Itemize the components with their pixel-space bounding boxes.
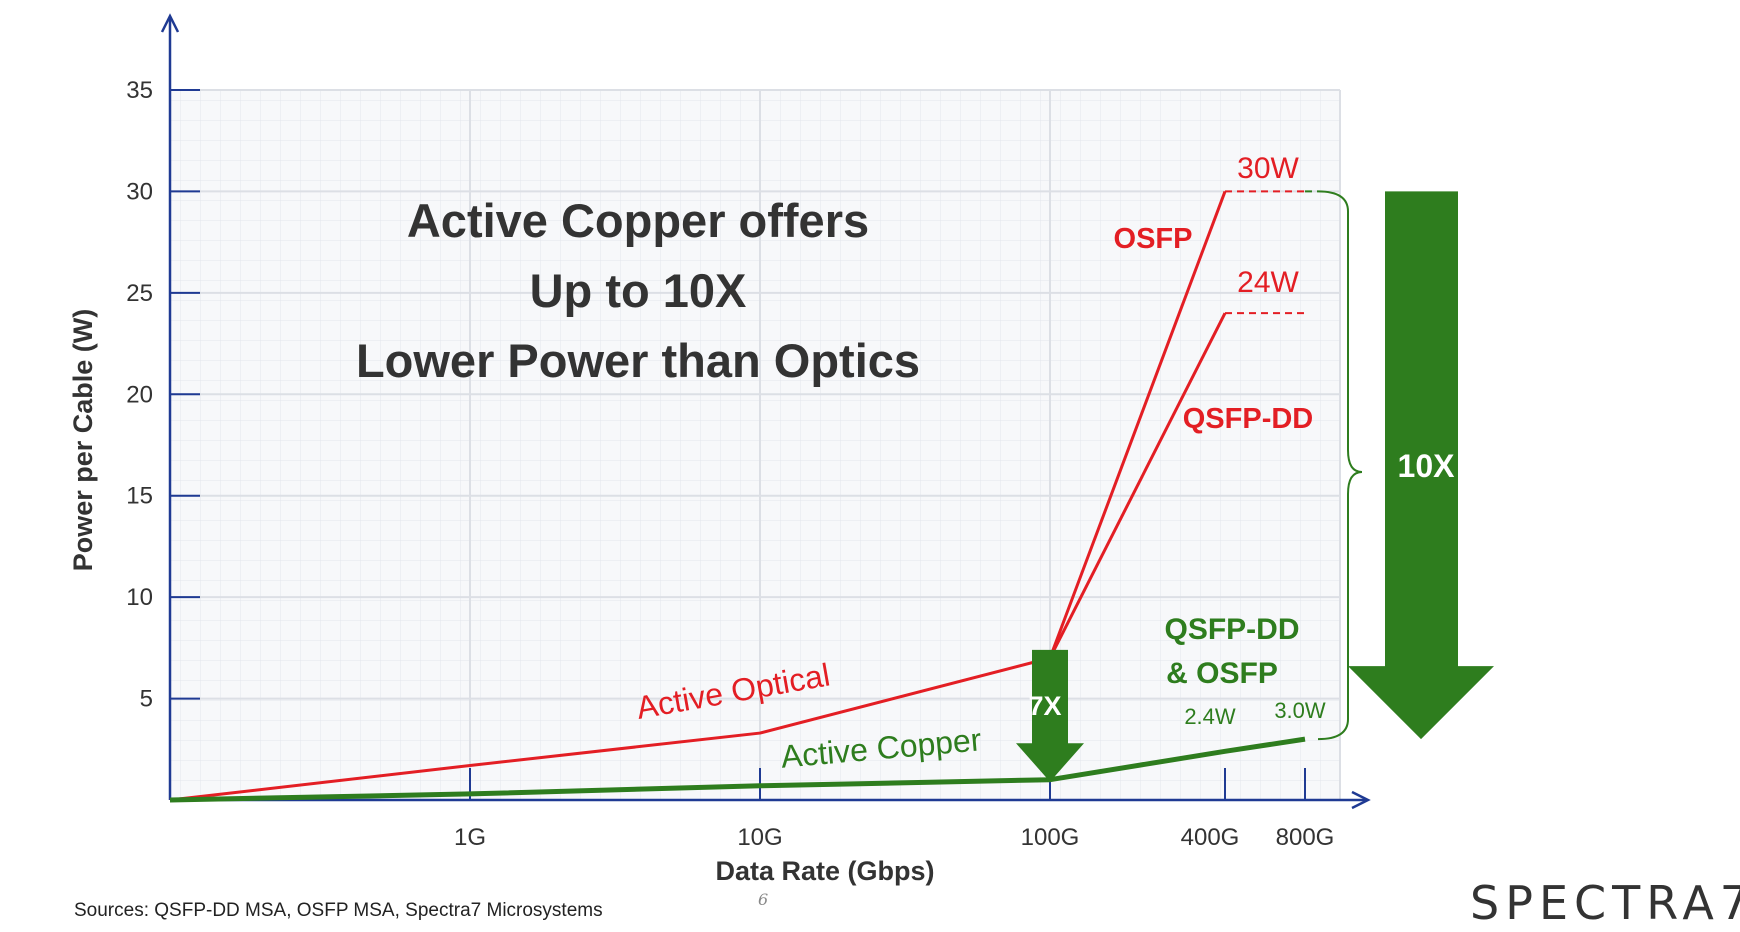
series-active-optical — [169, 656, 1051, 802]
axes — [160, 13, 1371, 810]
x-tick-label: 400G — [1181, 824, 1240, 851]
arrows — [1016, 191, 1494, 782]
headline-line-1: Active Copper offers — [407, 194, 869, 247]
grid-lines — [170, 89, 1341, 800]
big-arrow-label: 10X — [1398, 448, 1456, 484]
plot-background — [170, 90, 1340, 800]
headline-line-2: Up to 10X — [530, 264, 747, 317]
y-tick-label: 15 — [126, 483, 153, 510]
y-tick-label: 25 — [126, 280, 153, 307]
x-ticks: 1G 10G 100G 400G 800G — [454, 768, 1334, 851]
osfp-value-label: 30W — [1237, 152, 1299, 185]
y-ticks: 5 10 15 20 25 30 35 — [126, 77, 200, 713]
green-label-2: & OSFP — [1166, 657, 1278, 690]
y-tick-label: 5 — [140, 686, 153, 713]
y-tick-label: 30 — [126, 178, 153, 205]
big-down-arrow-icon — [1348, 191, 1494, 740]
minor-grid — [170, 90, 1340, 800]
green-label-1: QSFP-DD — [1165, 613, 1300, 646]
x-tick-label: 800G — [1276, 824, 1335, 851]
x-axis-label: Data Rate (Gbps) — [715, 856, 934, 886]
page-number: 6 — [758, 890, 769, 909]
y-axis-label: Power per Cable (W) — [68, 309, 98, 572]
osfp-label: OSFP — [1114, 223, 1193, 255]
y-tick-label: 20 — [126, 381, 153, 408]
headline-line-3: Lower Power than Optics — [356, 334, 920, 387]
logo-text: SPECTRA7 — [1470, 876, 1740, 930]
small-arrow-label: 7X — [1028, 691, 1061, 721]
spectra7-logo: SPECTRA7® — [1470, 876, 1740, 932]
y-axis-arrow-icon — [160, 13, 180, 33]
x-tick-label: 10G — [737, 824, 782, 851]
x-tick-label: 100G — [1021, 824, 1080, 851]
x-tick-label: 1G — [454, 824, 486, 851]
brace-icon — [1317, 190, 1363, 741]
small-down-arrow-icon — [1016, 649, 1084, 782]
y-tick-label: 35 — [126, 77, 153, 104]
y-tick-label: 10 — [126, 584, 153, 611]
series-qsfp-dd — [1048, 312, 1227, 659]
series-active-copper — [169, 736, 1306, 803]
sources-note: Sources: QSFP-DD MSA, OSFP MSA, Spectra7… — [74, 900, 603, 921]
series-lines — [169, 190, 1363, 803]
x-axis-arrow-icon — [1351, 790, 1371, 810]
green-value-400: 2.4W — [1184, 704, 1236, 729]
green-value-800: 3.0W — [1274, 698, 1326, 723]
series-osfp — [1048, 190, 1227, 659]
qsfpdd-label: QSFP-DD — [1183, 403, 1314, 435]
qsfpdd-value-label: 24W — [1237, 266, 1299, 299]
